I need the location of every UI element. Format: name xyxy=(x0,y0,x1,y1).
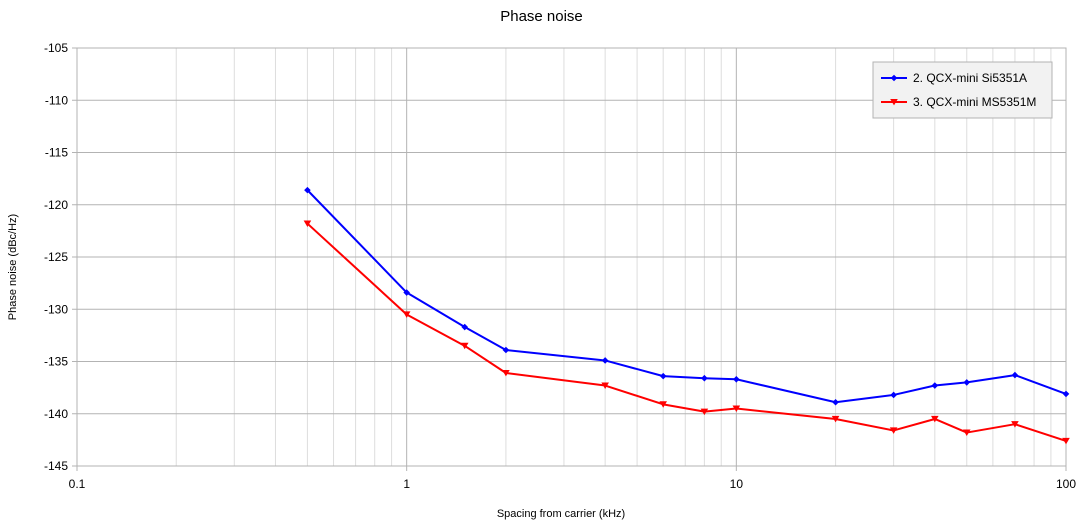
y-tick-label: -115 xyxy=(45,146,68,160)
data-point xyxy=(832,398,839,406)
x-tick-label: 100 xyxy=(1056,477,1076,491)
data-point xyxy=(733,375,740,383)
data-point xyxy=(963,379,971,386)
data-point xyxy=(303,220,312,227)
y-tick-label: -135 xyxy=(44,355,68,369)
y-tick-label: -140 xyxy=(44,407,68,421)
data-point xyxy=(601,382,609,389)
data-point xyxy=(889,427,898,434)
data-point xyxy=(601,357,609,364)
data-point xyxy=(659,401,667,408)
x-tick-label: 10 xyxy=(730,477,744,491)
data-point xyxy=(460,342,469,350)
data-point xyxy=(931,382,939,389)
data-point xyxy=(732,405,741,412)
data-point xyxy=(1062,390,1070,398)
y-tick-label: -120 xyxy=(44,198,68,212)
series-2 xyxy=(303,220,1070,445)
series-line-2 xyxy=(306,222,1067,442)
data-point xyxy=(701,374,708,382)
x-tick-label: 1 xyxy=(403,477,410,491)
data-point xyxy=(1062,437,1070,445)
legend-label-2: 3. QCX-mini MS5351M xyxy=(913,95,1036,109)
data-point xyxy=(402,311,411,318)
chart-title: Phase noise xyxy=(500,8,583,25)
series-layer xyxy=(303,186,1070,445)
legend-box xyxy=(872,61,1053,119)
y-tick-label: -110 xyxy=(45,93,68,107)
series-line-1 xyxy=(306,189,1067,404)
series-1 xyxy=(304,186,1070,406)
data-point xyxy=(502,346,510,354)
y-tick-label: -125 xyxy=(44,250,68,264)
y-tick-label: -130 xyxy=(44,302,68,316)
data-point xyxy=(304,186,311,194)
data-point xyxy=(461,323,469,331)
data-point xyxy=(890,391,897,399)
legend-marker-1 xyxy=(890,74,898,82)
y-tick-label: -105 xyxy=(44,41,68,55)
data-point xyxy=(1011,371,1019,379)
data-point xyxy=(502,369,510,377)
data-point xyxy=(1011,421,1019,428)
data-point xyxy=(659,372,667,380)
legend-marker-2 xyxy=(890,98,898,106)
y-axis-title: Phase noise (dBc/Hz) xyxy=(7,214,19,320)
data-point xyxy=(962,429,971,436)
data-point xyxy=(700,408,709,416)
legend-label-1: 2. QCX-mini Si5351A xyxy=(913,71,1027,85)
x-tick-label: 0.1 xyxy=(69,477,86,491)
x-axis-title: Spacing from carrier (kHz) xyxy=(497,508,625,520)
data-point xyxy=(831,415,840,423)
y-tick-label: -145 xyxy=(44,459,68,473)
legend: 2. QCX-mini Si5351A 3. QCX-mini MS5351M xyxy=(872,61,1053,119)
data-point xyxy=(931,415,939,423)
data-point xyxy=(403,289,410,296)
